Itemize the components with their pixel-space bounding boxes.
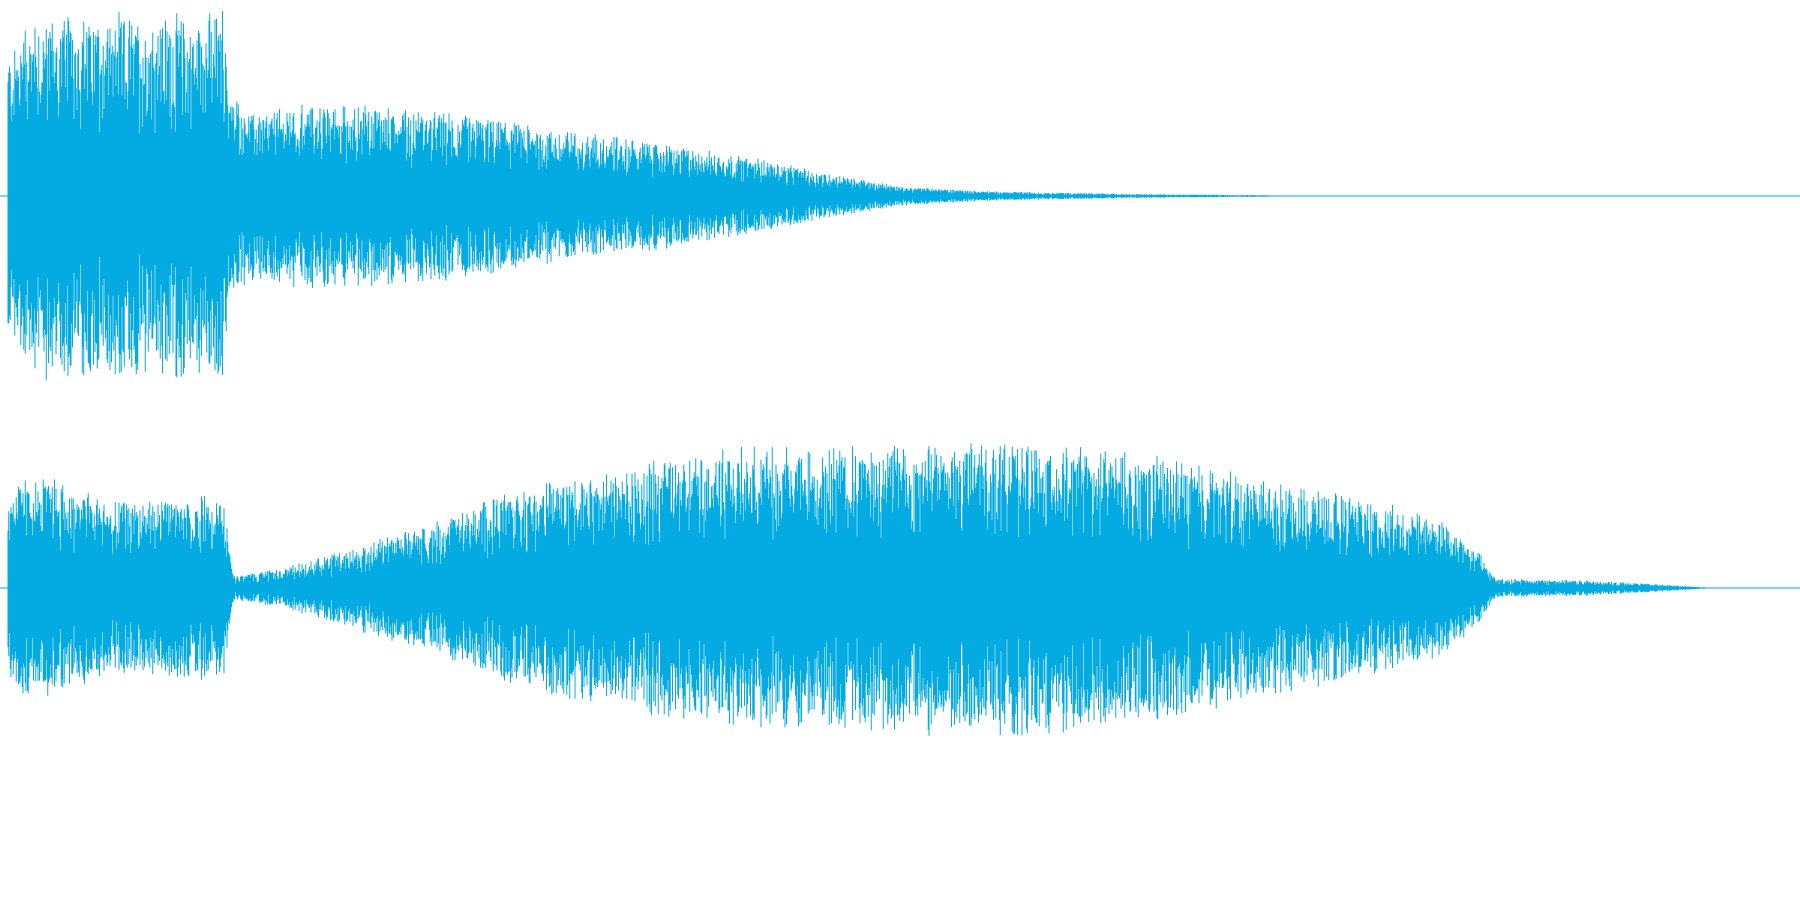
channel-2-waveform [0, 443, 1800, 736]
waveform-samples [7, 11, 1292, 381]
waveform-samples [7, 443, 1714, 736]
channel-1-waveform [0, 11, 1800, 381]
